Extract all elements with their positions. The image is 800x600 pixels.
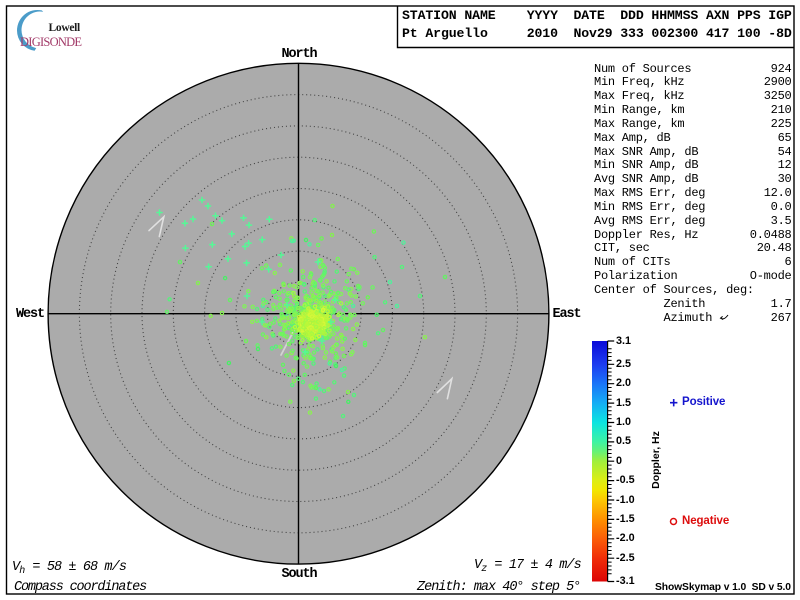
svg-text:Doppler, Hz: Doppler, Hz [650, 431, 662, 489]
